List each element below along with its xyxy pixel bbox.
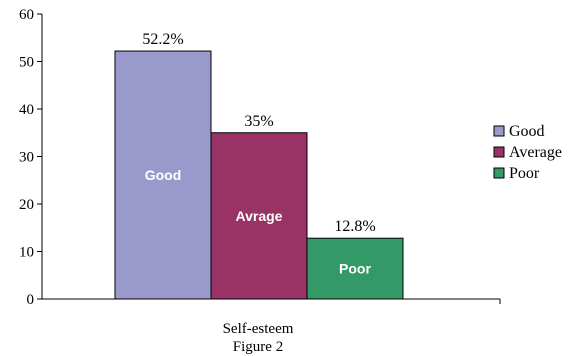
legend: Good Average Poor xyxy=(493,123,562,182)
y-tick-label: 10 xyxy=(19,245,34,261)
legend-label: Average xyxy=(509,144,562,161)
y-tick-label: 50 xyxy=(19,55,34,71)
bar-label: Poor xyxy=(339,261,371,277)
y-tick-label: 30 xyxy=(19,150,34,166)
bar-average xyxy=(210,132,308,300)
legend-swatch xyxy=(493,167,505,179)
bar-poor xyxy=(306,237,404,300)
bar-good xyxy=(114,50,212,300)
x-axis: Self-esteem Figure 2 xyxy=(42,298,501,355)
y-tick-label: 0 xyxy=(27,292,35,308)
data-label: 52.2% xyxy=(142,31,183,48)
data-label: 35% xyxy=(244,113,273,130)
bar-label: Avrage xyxy=(236,208,283,224)
y-tick-label: 20 xyxy=(19,197,34,213)
y-tick-label: 40 xyxy=(19,102,34,118)
x-axis-label: Self-esteem xyxy=(223,321,294,337)
data-label: 12.8% xyxy=(334,218,375,235)
legend-swatch xyxy=(493,146,505,158)
legend-label: Poor xyxy=(509,165,540,182)
y-tick-label: 60 xyxy=(19,7,34,23)
bar-label: Good xyxy=(145,167,182,183)
figure-caption: Figure 2 xyxy=(233,339,283,355)
y-axis: 0 10 20 30 40 50 60 xyxy=(19,7,43,308)
bars: 52.2% Good 35% Avrage 12.8% Poor xyxy=(114,31,404,300)
legend-swatch xyxy=(493,125,505,137)
legend-label: Good xyxy=(509,123,545,140)
